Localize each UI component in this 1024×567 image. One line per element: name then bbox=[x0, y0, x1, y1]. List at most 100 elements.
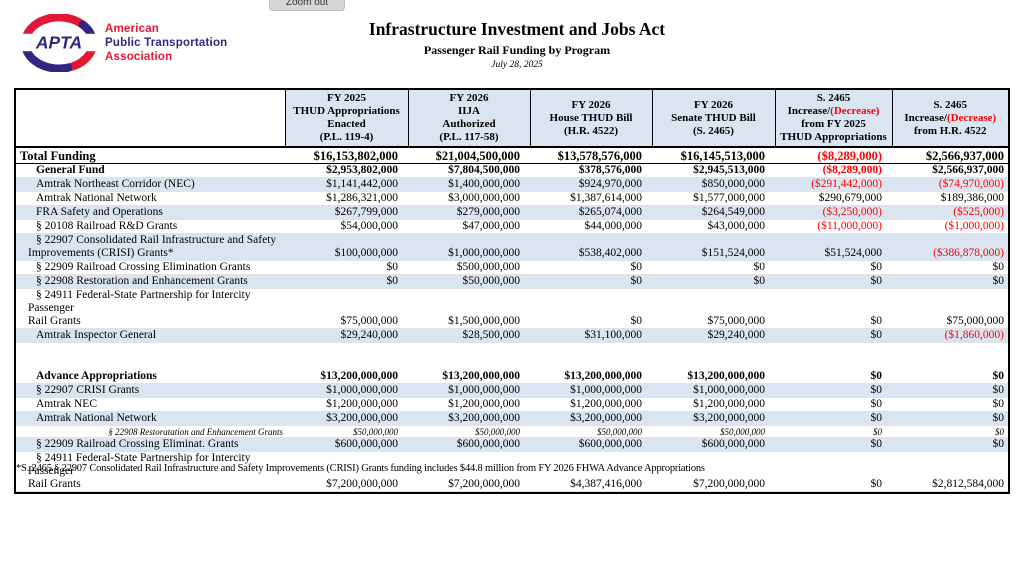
table-row: Amtrak National Network $3,200,000,000 $3,… bbox=[16, 411, 1008, 426]
cell-value: $4,387,416,000 bbox=[530, 451, 652, 492]
row-label: § 20108 Railroad R&D Grants bbox=[16, 219, 285, 234]
cell-value: $279,000,000 bbox=[408, 205, 530, 220]
cell-value: $0 bbox=[775, 260, 892, 275]
cell-value: $1,000,000,000 bbox=[408, 383, 530, 398]
table-row: Amtrak National Network $1,286,321,000 $3,… bbox=[16, 191, 1008, 206]
cell-value: $0 bbox=[652, 260, 775, 275]
cell-value: $0 bbox=[892, 397, 1008, 412]
cell-value: $13,200,000,000 bbox=[408, 369, 530, 384]
cell-value: $7,200,000,000 bbox=[408, 451, 530, 492]
cell-value: $0 bbox=[775, 425, 892, 438]
cell-value: $290,679,000 bbox=[775, 191, 892, 206]
cell-value: $2,945,513,000 bbox=[652, 163, 775, 178]
table-row: § 24911 Federal-State Partnership for In… bbox=[16, 451, 1008, 492]
cell-value: $189,386,000 bbox=[892, 191, 1008, 206]
row-label: Amtrak NEC bbox=[16, 397, 285, 412]
cell-value: $1,286,321,000 bbox=[285, 191, 408, 206]
cell-value: $1,400,000,000 bbox=[408, 177, 530, 192]
table-row: § 24911 Federal-State Partnership for In… bbox=[16, 288, 1008, 329]
cell-value: $51,524,000 bbox=[775, 233, 892, 261]
cell-value: $13,578,576,000 bbox=[530, 147, 652, 164]
cell-value: $0 bbox=[892, 274, 1008, 289]
cell-value: $16,153,802,000 bbox=[285, 147, 408, 164]
cell-value: $600,000,000 bbox=[652, 437, 775, 452]
table-row: § 22909 Railroad Crossing Eliminat. Gran… bbox=[16, 437, 1008, 452]
row-label: Amtrak Northeast Corridor (NEC) bbox=[16, 177, 285, 192]
logo-org-line1: American bbox=[105, 23, 160, 35]
cell-value: $1,200,000,000 bbox=[408, 397, 530, 412]
cell-value: ($1,000,000) bbox=[892, 219, 1008, 234]
cell-value: $500,000,000 bbox=[408, 260, 530, 275]
cell-value: $0 bbox=[892, 411, 1008, 426]
row-label: Advance Appropriations bbox=[16, 369, 285, 384]
column-header: S. 2465 Increase/(Decrease) from FY 2025 TH… bbox=[775, 90, 893, 148]
spacer-cell bbox=[16, 342, 1008, 369]
cell-value: $7,200,000,000 bbox=[652, 451, 775, 492]
table-row: § 22907 Consolidated Rail Infrastructure… bbox=[16, 233, 1008, 261]
cell-value: $50,000,000 bbox=[408, 274, 530, 289]
cell-value: $0 bbox=[775, 328, 892, 343]
cell-value: $0 bbox=[652, 274, 775, 289]
cell-value: $0 bbox=[775, 411, 892, 426]
table-row: § 22909 Railroad Crossing Elimination Gr… bbox=[16, 260, 1008, 275]
cell-value: ($3,250,000) bbox=[775, 205, 892, 220]
cell-value: $2,812,584,000 bbox=[892, 451, 1008, 492]
logo-org-line3: Association bbox=[105, 51, 173, 63]
cell-value: $2,566,937,000 bbox=[892, 147, 1008, 164]
cell-value: $0 bbox=[892, 260, 1008, 275]
logo-acronym: APTA bbox=[35, 33, 82, 53]
cell-value: $600,000,000 bbox=[285, 437, 408, 452]
table-row: Amtrak Inspector General $29,240,000 $28,5… bbox=[16, 328, 1008, 343]
cell-value: $3,200,000,000 bbox=[285, 411, 408, 426]
table-row: Advance Appropriations $13,200,000,000 $13… bbox=[16, 369, 1008, 384]
cell-value: $0 bbox=[892, 369, 1008, 384]
cell-value: $0 bbox=[775, 288, 892, 329]
cell-value: $1,200,000,000 bbox=[652, 397, 775, 412]
logo-org-name: American Public Transportation Associati… bbox=[105, 22, 227, 64]
cell-value: $50,000,000 bbox=[408, 425, 530, 438]
column-header: FY 2026 House THUD Bill (H.R. 4522) bbox=[530, 90, 653, 148]
table-row: Amtrak NEC $1,200,000,000 $1,200,000,000 $1… bbox=[16, 397, 1008, 412]
cell-value: $3,200,000,000 bbox=[652, 411, 775, 426]
cell-value: $265,074,000 bbox=[530, 205, 652, 220]
cell-value: $0 bbox=[775, 383, 892, 398]
cell-value: $13,200,000,000 bbox=[652, 369, 775, 384]
row-label: FRA Safety and Operations bbox=[16, 205, 285, 220]
row-label: § 22908 Restoration and Enhancement Gran… bbox=[16, 274, 285, 289]
cell-value: $13,200,000,000 bbox=[285, 369, 408, 384]
cell-value: $151,524,000 bbox=[652, 233, 775, 261]
cell-value: $7,804,500,000 bbox=[408, 163, 530, 178]
page-date: July 28, 2025 bbox=[491, 60, 543, 70]
row-label: § 22909 Railroad Crossing Eliminat. Gran… bbox=[16, 437, 285, 452]
cell-value: $1,200,000,000 bbox=[285, 397, 408, 412]
cell-value: $29,240,000 bbox=[285, 328, 408, 343]
cell-value: $0 bbox=[775, 369, 892, 384]
cell-value: $2,953,802,000 bbox=[285, 163, 408, 178]
cell-value: $0 bbox=[775, 397, 892, 412]
cell-value: $1,500,000,000 bbox=[408, 288, 530, 329]
cell-value: $16,145,513,000 bbox=[652, 147, 775, 164]
cell-value: $0 bbox=[892, 425, 1008, 438]
cell-value: $0 bbox=[775, 451, 892, 492]
cell-value: ($1,860,000) bbox=[892, 328, 1008, 343]
table-row: Total Funding $16,153,802,000 $21,004,500,… bbox=[16, 147, 1008, 164]
cell-value: $267,799,000 bbox=[285, 205, 408, 220]
cell-value: ($74,970,000) bbox=[892, 177, 1008, 192]
zoom-out-button[interactable]: Zoom out bbox=[269, 0, 345, 11]
cell-value: $924,970,000 bbox=[530, 177, 652, 192]
table-row: § 22908 Restoratation and Enhancement Gr… bbox=[16, 425, 1008, 438]
funding-table: FY 2025 THUD Appropriations Enacted (P.L. 1… bbox=[16, 90, 1008, 492]
row-label: General Fund bbox=[16, 163, 285, 178]
cell-value: $0 bbox=[285, 274, 408, 289]
cell-value: $0 bbox=[285, 260, 408, 275]
row-label: Amtrak National Network bbox=[16, 411, 285, 426]
row-label: § 24911 Federal-State Partnership for In… bbox=[16, 288, 285, 329]
cell-value: $50,000,000 bbox=[530, 425, 652, 438]
table-row: Amtrak Northeast Corridor (NEC) $1,141,44… bbox=[16, 177, 1008, 192]
logo-ring-icon: APTA bbox=[20, 14, 98, 72]
column-header: FY 2025 THUD Appropriations Enacted (P.L. 1… bbox=[285, 90, 409, 148]
cell-value: $850,000,000 bbox=[652, 177, 775, 192]
row-label: § 22908 Restoratation and Enhancement Gr… bbox=[16, 425, 285, 438]
cell-value: $3,200,000,000 bbox=[408, 411, 530, 426]
row-label: § 22909 Railroad Crossing Elimination Gr… bbox=[16, 260, 285, 275]
